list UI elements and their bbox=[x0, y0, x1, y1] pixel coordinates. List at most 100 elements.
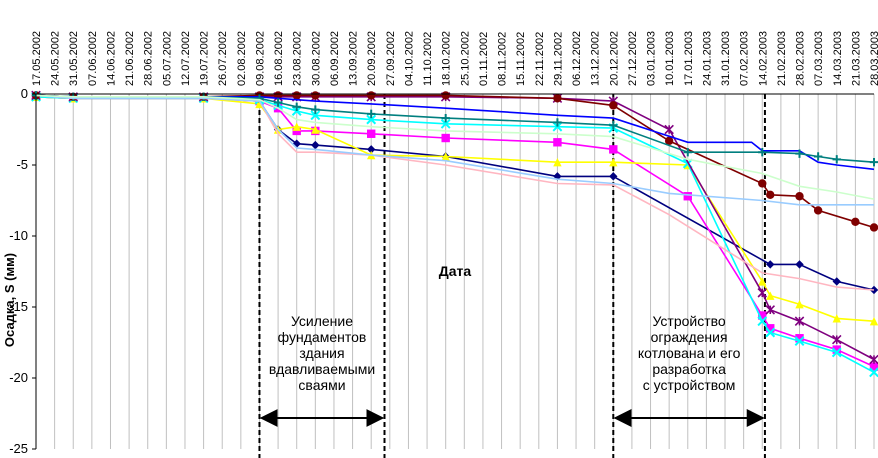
x-tick-label: 27.12.2002 bbox=[627, 31, 639, 86]
data-point bbox=[273, 98, 283, 107]
x-tick-label: 14.02.2003 bbox=[757, 31, 769, 86]
data-point bbox=[766, 260, 775, 269]
data-point bbox=[292, 102, 301, 111]
data-point bbox=[683, 192, 692, 201]
data-point bbox=[832, 155, 841, 164]
data-point bbox=[609, 145, 618, 154]
data-point bbox=[683, 148, 692, 157]
data-point bbox=[609, 157, 618, 167]
x-tick-label: 01.11.2002 bbox=[478, 32, 490, 86]
x-tick-label: 04.10.2002 bbox=[403, 31, 415, 86]
x-tick-label: 21.03.2003 bbox=[850, 31, 862, 86]
data-point bbox=[766, 324, 775, 333]
x-tick-label: 21.02.2003 bbox=[776, 31, 788, 86]
x-tick-label: 08.11.2002 bbox=[497, 32, 509, 86]
grid bbox=[35, 94, 875, 449]
data-point bbox=[292, 126, 301, 136]
annotation-text: Усиление bbox=[291, 313, 353, 329]
y-tick-label: -15 bbox=[9, 299, 28, 314]
data-point bbox=[758, 179, 767, 188]
x-tick-label: 16.08.2002 bbox=[273, 31, 285, 86]
x-tick-label: 17.01.2003 bbox=[683, 31, 695, 86]
data-point bbox=[766, 190, 775, 200]
x-tick-label: 24.01.2003 bbox=[701, 31, 713, 86]
data-point bbox=[664, 136, 674, 146]
annotation-text: фундаментов bbox=[278, 329, 367, 345]
data-point bbox=[869, 317, 878, 326]
annotation-text: котлована и его bbox=[638, 345, 741, 361]
data-point bbox=[367, 109, 376, 119]
data-point bbox=[552, 121, 563, 132]
data-point bbox=[794, 336, 805, 346]
x-tick-label: 17.05.2002 bbox=[31, 31, 43, 86]
x-tick-label: 10.01.2003 bbox=[664, 31, 676, 86]
data-point bbox=[795, 299, 804, 309]
data-point bbox=[367, 145, 376, 154]
x-tick-label: 28.02.2003 bbox=[795, 31, 807, 86]
x-tick-label: 12.07.2002 bbox=[180, 31, 192, 86]
data-point bbox=[869, 157, 878, 167]
data-point bbox=[795, 334, 804, 343]
x-tick-label: 24.05.2002 bbox=[50, 31, 62, 86]
data-point bbox=[765, 327, 776, 338]
data-point bbox=[869, 354, 878, 365]
series-group bbox=[31, 90, 878, 378]
annotation-text: разработка bbox=[652, 361, 726, 377]
x-tick-label: 26.07.2002 bbox=[217, 31, 229, 86]
data-point bbox=[441, 113, 450, 123]
data-point bbox=[609, 101, 618, 110]
data-point bbox=[310, 110, 321, 121]
data-point bbox=[311, 140, 320, 150]
data-point bbox=[440, 118, 451, 129]
data-point bbox=[795, 260, 804, 269]
data-point bbox=[758, 311, 767, 320]
x-tick-label: 06.12.2002 bbox=[571, 31, 583, 86]
x-tick-label: 02.08.2002 bbox=[236, 31, 248, 86]
data-point bbox=[311, 105, 320, 114]
series-11 bbox=[35, 94, 875, 200]
x-tick-label: 28.06.2002 bbox=[143, 31, 155, 86]
annotation-text: Устройство bbox=[652, 313, 725, 329]
data-point bbox=[757, 316, 768, 327]
data-point bbox=[758, 148, 767, 157]
data-point bbox=[758, 277, 767, 286]
data-point bbox=[869, 367, 878, 378]
data-point bbox=[813, 206, 823, 215]
series-line bbox=[35, 94, 874, 206]
x-tick-label: 20.12.2002 bbox=[608, 31, 620, 86]
data-point bbox=[757, 288, 768, 298]
data-point bbox=[869, 223, 878, 232]
x-axis-label: Дата bbox=[439, 263, 472, 279]
x-tick-label: 05.07.2002 bbox=[161, 31, 173, 86]
annotation-text: сваями bbox=[298, 377, 345, 393]
x-tick-label: 15.11.2002 bbox=[515, 32, 527, 86]
x-tick-label: 07.02.2003 bbox=[739, 31, 751, 86]
x-tick-label: 23.08.2002 bbox=[292, 31, 304, 86]
x-tick-label: 06.09.2002 bbox=[329, 31, 341, 86]
data-point bbox=[851, 217, 860, 226]
annotation-text: здания bbox=[299, 345, 344, 361]
data-point bbox=[291, 106, 302, 116]
data-point bbox=[609, 121, 618, 130]
x-tick-label: 07.03.2003 bbox=[813, 31, 825, 86]
x-tick-label: 13.09.2002 bbox=[348, 31, 360, 86]
x-tick-label: 30.08.2002 bbox=[310, 31, 322, 86]
y-tick-label: -25 bbox=[9, 441, 28, 456]
data-point bbox=[441, 133, 450, 143]
data-point bbox=[311, 125, 320, 134]
data-point bbox=[553, 157, 562, 167]
data-point bbox=[553, 138, 562, 147]
y-tick-label: -10 bbox=[9, 228, 28, 243]
y-tick-label: -20 bbox=[9, 370, 28, 385]
data-point bbox=[765, 305, 776, 315]
data-point bbox=[367, 129, 376, 138]
data-point bbox=[794, 316, 805, 326]
annotations: Усилениефундаментовзданиявдавливаемымисв… bbox=[269, 313, 741, 393]
x-tick-label: 31.05.2002 bbox=[68, 31, 80, 86]
x-tick-label: 25.10.2002 bbox=[459, 31, 471, 86]
x-tick-label: 19.07.2002 bbox=[199, 31, 211, 86]
data-point bbox=[832, 314, 841, 323]
x-tick-label: 31.01.2003 bbox=[720, 31, 732, 86]
data-point bbox=[553, 94, 562, 103]
